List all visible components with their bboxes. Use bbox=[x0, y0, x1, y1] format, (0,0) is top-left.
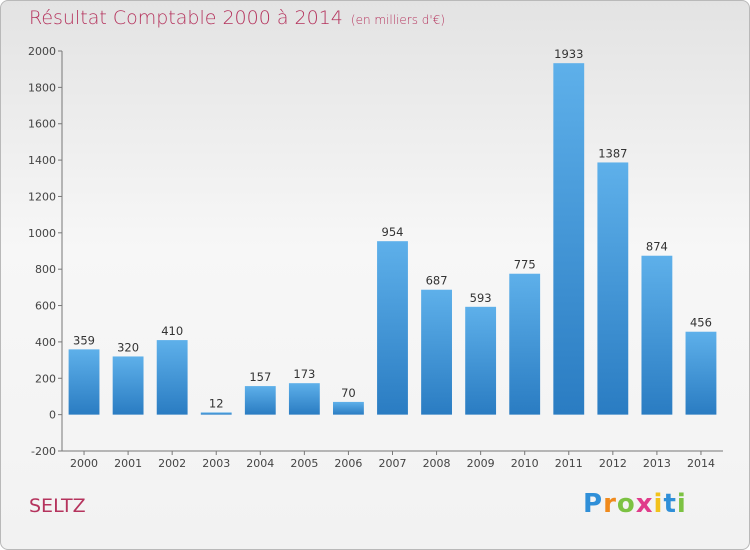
x-tick-label: 2002 bbox=[158, 457, 186, 470]
x-tick-label: 2005 bbox=[290, 457, 318, 470]
data-label-2001: 320 bbox=[117, 340, 139, 354]
bar-2010 bbox=[509, 273, 541, 415]
logo-letter: o bbox=[616, 489, 636, 519]
bar-2004 bbox=[244, 386, 276, 415]
data-label-2012: 1387 bbox=[598, 146, 627, 160]
data-label-2006: 70 bbox=[341, 386, 356, 400]
proxiti-logo: Proxiti bbox=[583, 489, 687, 519]
y-tick-label: 200 bbox=[35, 372, 56, 385]
y-tick-label: -200 bbox=[31, 445, 56, 458]
chart-subtitle: (en milliers d'€) bbox=[350, 13, 446, 27]
logo-letter: t bbox=[663, 489, 677, 519]
logo-letter: i bbox=[653, 489, 664, 519]
bar-2014 bbox=[685, 331, 717, 415]
chart-bars bbox=[68, 63, 717, 415]
bar-2013 bbox=[641, 255, 673, 415]
y-tick-label: 1200 bbox=[28, 190, 56, 203]
y-tick-label: 1000 bbox=[28, 227, 56, 240]
y-tick-label: 1400 bbox=[28, 154, 56, 167]
data-label-2000: 359 bbox=[73, 333, 95, 347]
x-tick-label: 2012 bbox=[599, 457, 627, 470]
x-tick-label: 2003 bbox=[202, 457, 230, 470]
data-label-2010: 775 bbox=[514, 258, 536, 272]
bar-2002 bbox=[156, 340, 188, 415]
bar-2005 bbox=[288, 383, 320, 415]
chart-title: Résultat Comptable 2000 à 2014 (en millie… bbox=[29, 7, 445, 29]
bar-2001 bbox=[112, 356, 144, 415]
bar-2007 bbox=[377, 241, 408, 415]
data-label-2013: 874 bbox=[646, 240, 668, 254]
chart-title-text: Résultat Comptable 2000 à 2014 bbox=[29, 7, 343, 29]
data-label-2003: 12 bbox=[209, 396, 224, 410]
chart-data-labels: 359 320 410 12 157 173 70 954 687 593 775 1933 1387 8… bbox=[73, 47, 712, 410]
bar-2011 bbox=[553, 63, 585, 415]
bar-2003 bbox=[200, 412, 232, 415]
x-tick-label: 2011 bbox=[555, 457, 583, 470]
data-label-2005: 173 bbox=[293, 367, 315, 381]
bar-2000 bbox=[68, 349, 100, 415]
x-tick-label: 2007 bbox=[379, 457, 407, 470]
y-tick-label: 1600 bbox=[28, 118, 56, 131]
x-tick-label: 2010 bbox=[511, 457, 539, 470]
y-tick-label: 400 bbox=[35, 336, 56, 349]
x-tick-label: 2009 bbox=[467, 457, 495, 470]
bar-2008 bbox=[421, 289, 452, 415]
logo-letter: i bbox=[676, 489, 687, 519]
y-tick-label: 800 bbox=[35, 263, 56, 276]
data-label-2014: 456 bbox=[690, 316, 712, 330]
y-tick-label: 2000 bbox=[28, 45, 56, 58]
data-label-2002: 410 bbox=[161, 324, 183, 338]
logo-letter: P bbox=[583, 489, 604, 519]
chart-axes: -200 0 200 400 600 800 1000 1200 1400 1600 1800 200… bbox=[28, 45, 723, 470]
data-label-2008: 687 bbox=[426, 274, 448, 288]
x-tick-label: 2004 bbox=[246, 457, 274, 470]
data-label-2011: 1933 bbox=[554, 47, 583, 61]
y-tick-label: 600 bbox=[35, 300, 56, 313]
bar-2009 bbox=[465, 306, 497, 415]
data-label-2009: 593 bbox=[470, 291, 492, 305]
town-name: SELTZ bbox=[29, 495, 86, 517]
x-tick-label: 2014 bbox=[687, 457, 715, 470]
logo-letter: r bbox=[603, 489, 617, 519]
y-tick-label: 1800 bbox=[28, 81, 56, 94]
bar-2006 bbox=[333, 401, 364, 415]
x-tick-label: 2000 bbox=[70, 457, 98, 470]
x-tick-label: 2013 bbox=[643, 457, 671, 470]
bar-2012 bbox=[597, 162, 629, 415]
data-label-2007: 954 bbox=[382, 225, 404, 239]
x-tick-label: 2001 bbox=[114, 457, 142, 470]
x-tick-label: 2006 bbox=[334, 457, 362, 470]
data-label-2004: 157 bbox=[249, 370, 271, 384]
logo-letter: x bbox=[635, 489, 654, 519]
y-tick-label: 0 bbox=[49, 409, 56, 422]
x-tick-label: 2008 bbox=[423, 457, 451, 470]
